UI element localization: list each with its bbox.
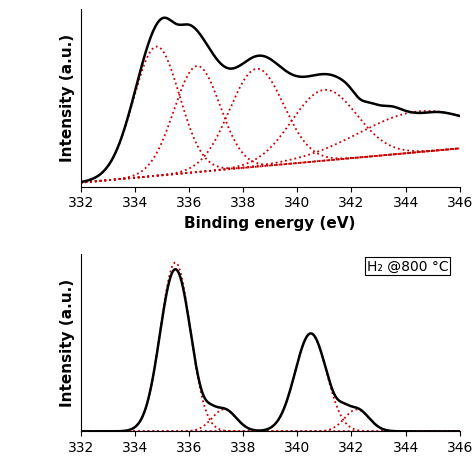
- Y-axis label: Intensity (a.u.): Intensity (a.u.): [60, 34, 75, 162]
- Y-axis label: Intensity (a.u.): Intensity (a.u.): [60, 279, 75, 407]
- X-axis label: Binding energy (eV): Binding energy (eV): [184, 216, 356, 231]
- Text: H₂ @800 °C: H₂ @800 °C: [367, 259, 448, 273]
